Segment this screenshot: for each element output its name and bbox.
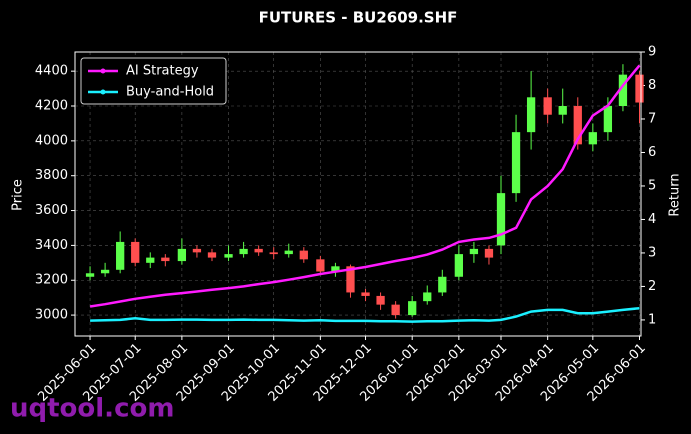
candle-body xyxy=(511,132,521,194)
legend-label: AI Strategy xyxy=(126,64,199,79)
legend-marker xyxy=(100,89,106,95)
candle-body xyxy=(131,241,140,263)
candle-body xyxy=(484,248,494,258)
y-axis-label: Price xyxy=(11,179,26,211)
candle-body xyxy=(618,74,628,107)
y2-tick-label: 5 xyxy=(648,178,656,193)
candle-body xyxy=(85,273,95,277)
y-tick-label: 4000 xyxy=(35,133,68,148)
candle-body xyxy=(254,248,263,253)
legend-label: Buy-and-Hold xyxy=(126,85,214,100)
candle-body xyxy=(224,254,233,258)
candle-body xyxy=(284,250,293,255)
y2-tick-label: 4 xyxy=(648,212,656,227)
y-tick-label: 4400 xyxy=(35,64,68,79)
legend: AI Strategy Buy-and-Hold xyxy=(80,57,227,105)
y-tick-label: 4200 xyxy=(35,99,68,114)
candle-body xyxy=(239,248,248,255)
candle-body xyxy=(146,257,155,263)
series-line xyxy=(89,64,641,308)
chart-title: FUTURES - BU2609.SHF xyxy=(259,9,458,27)
y2-tick-label: 6 xyxy=(648,145,656,160)
candle-body xyxy=(408,301,417,316)
candle-body xyxy=(558,106,567,115)
y2-tick-label: 1 xyxy=(648,312,656,327)
candle-body xyxy=(391,304,400,316)
watermark: uqtool.com xyxy=(10,394,174,424)
candle-body xyxy=(573,106,582,145)
y2-tick-label: 9 xyxy=(648,45,656,60)
y2-axis-label: Return xyxy=(668,173,683,216)
y-tick-label: 3600 xyxy=(35,203,68,218)
candle-body xyxy=(496,193,506,246)
y2-tick-label: 3 xyxy=(648,245,656,260)
candle-body xyxy=(316,259,325,272)
candle-body xyxy=(543,97,552,115)
candle-body xyxy=(526,97,536,133)
candle-body xyxy=(588,132,597,145)
y-tick-label: 3400 xyxy=(35,238,68,253)
y2-tick-label: 7 xyxy=(648,111,656,126)
candle-body xyxy=(177,248,187,262)
candle-body xyxy=(454,254,463,277)
plot-frame xyxy=(74,51,642,337)
candle-body xyxy=(423,292,432,302)
candle-body xyxy=(469,248,479,255)
candle-body xyxy=(346,266,355,293)
candle-body xyxy=(100,269,110,274)
candle-body xyxy=(161,257,170,262)
candle-body xyxy=(207,252,217,258)
y2-tick-label: 2 xyxy=(648,279,656,294)
candle-body xyxy=(116,241,125,270)
candle-body xyxy=(192,248,202,253)
candle-body xyxy=(603,106,613,133)
candle-body xyxy=(635,74,644,103)
y-tick-label: 3800 xyxy=(35,168,68,183)
y2-tick-label: 8 xyxy=(648,78,656,93)
legend-marker xyxy=(100,68,106,74)
y-tick-label: 3200 xyxy=(35,273,68,288)
candle-body xyxy=(361,292,370,296)
candle-body xyxy=(331,266,340,272)
candle-body xyxy=(376,295,385,305)
y-tick-label: 3000 xyxy=(35,308,68,323)
candle-body xyxy=(438,276,447,293)
candle-body xyxy=(269,252,278,255)
candle-body xyxy=(299,250,308,260)
series-line xyxy=(90,306,640,323)
